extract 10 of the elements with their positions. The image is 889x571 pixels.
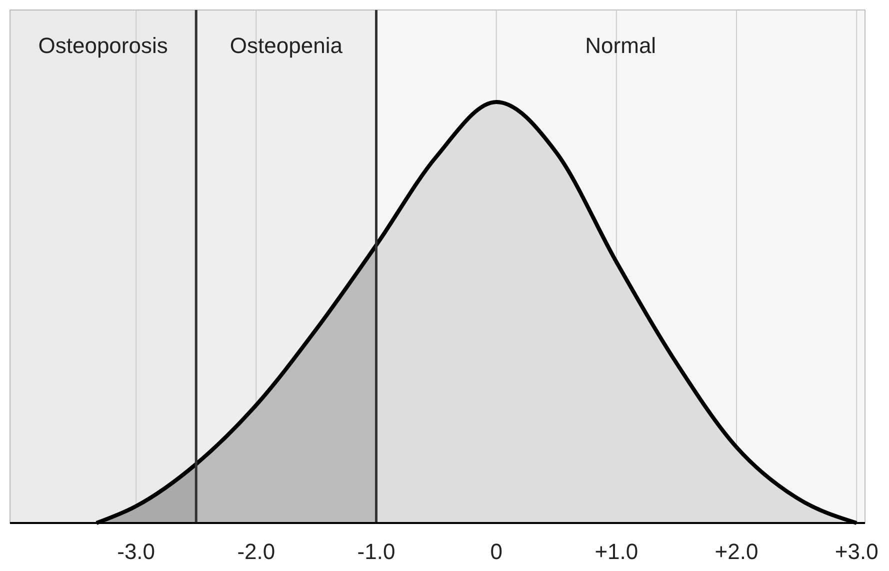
x-tick-label: +1.0 xyxy=(594,539,638,564)
x-tick-label: 0 xyxy=(490,539,502,564)
band-label: Osteopenia xyxy=(230,33,344,58)
x-tick-label: -2.0 xyxy=(237,539,276,564)
band-label: Osteoporosis xyxy=(38,33,168,58)
x-tick-label: +3.0 xyxy=(834,539,878,564)
band-label: Normal xyxy=(585,33,656,58)
x-tick-label: -1.0 xyxy=(357,539,396,564)
x-tick-label: -3.0 xyxy=(117,539,156,564)
x-tick-label: +2.0 xyxy=(714,539,758,564)
